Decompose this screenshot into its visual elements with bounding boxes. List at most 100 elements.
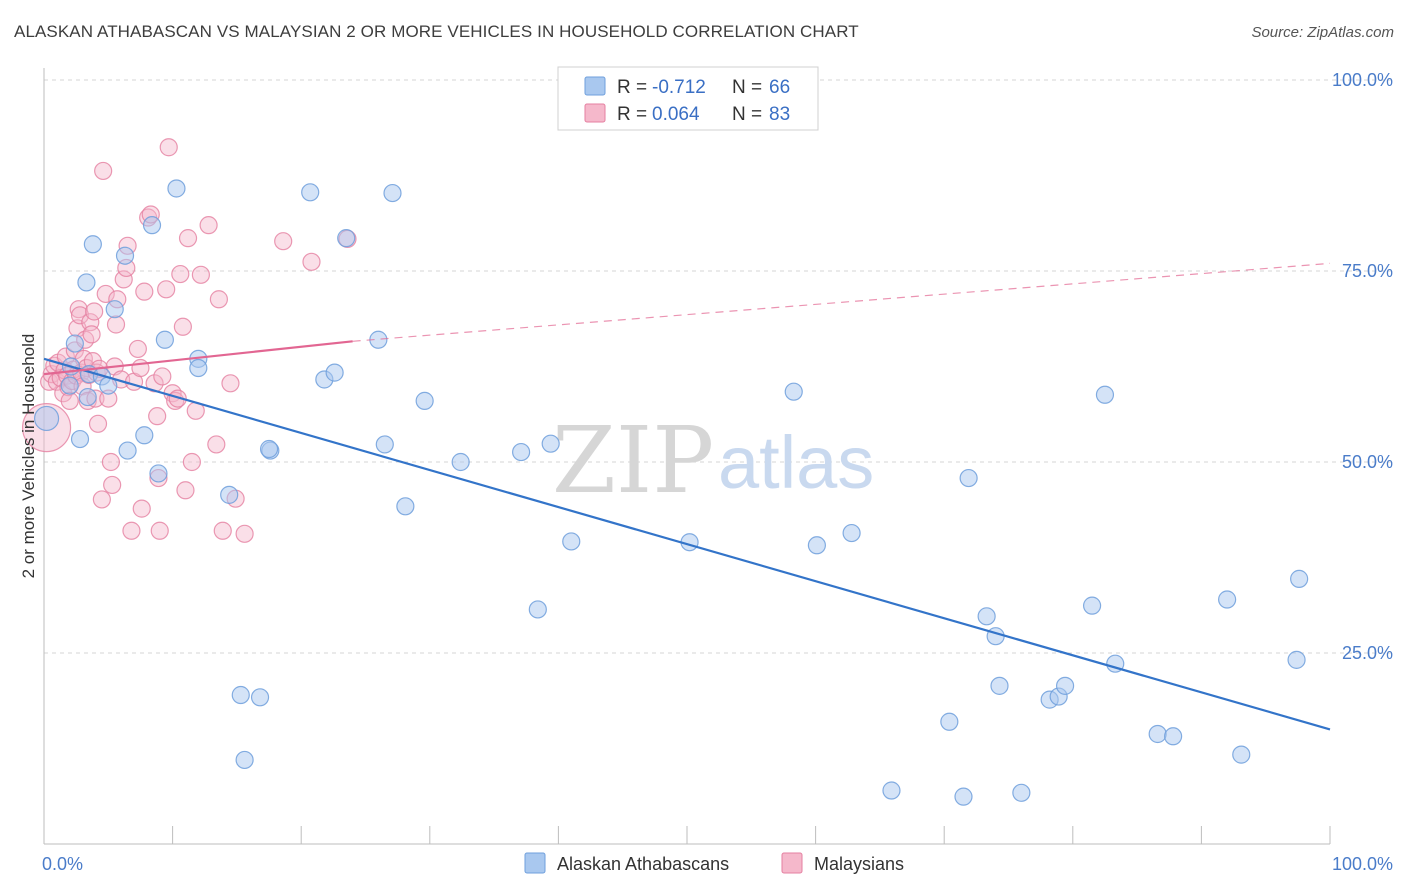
point-malaysians-40 — [103, 475, 122, 495]
point-alaskan-athabascans-42 — [784, 382, 803, 401]
legend-r-label-2: R = — [617, 104, 647, 125]
legend-n-label-1: N = — [732, 77, 762, 98]
axes — [43, 68, 1331, 845]
point-malaysians-67 — [173, 317, 192, 336]
point-malaysians-73 — [199, 216, 218, 235]
bottom-legend-swatch-pink — [781, 852, 803, 874]
point-alaskan-athabascans-6 — [83, 235, 102, 254]
point-alaskan-athabascans-57 — [1095, 385, 1115, 404]
x-tick-labels: 0.0% 100.0% — [42, 854, 1393, 874]
point-alaskan-athabascans-38 — [528, 600, 547, 619]
bottom-legend-label-blue: Alaskan Athabascans — [557, 854, 729, 874]
y-tick-labels: 25.0% 50.0% 75.0% 100.0% — [1332, 70, 1393, 663]
point-alaskan-athabascans-51 — [990, 676, 1009, 695]
point-alaskan-athabascans-29 — [325, 363, 344, 382]
point-alaskan-athabascans-7 — [78, 387, 97, 407]
point-malaysians-30 — [85, 302, 104, 321]
trend-line-malaysians — [43, 340, 353, 376]
point-alaskan-athabascans-21 — [220, 485, 239, 504]
trend-line-alaskan-athabascans — [43, 357, 1331, 731]
point-malaysians-19 — [70, 306, 90, 325]
legend-r-value-2: 0.064 — [652, 104, 700, 125]
point-alaskan-athabascans-43 — [807, 536, 826, 555]
y-tick-label-1: 50.0% — [1342, 452, 1393, 472]
point-malaysians-68 — [176, 481, 195, 500]
chart-title: ALASKAN ATHABASCAN VS MALAYSIAN 2 OR MOR… — [14, 22, 859, 41]
point-malaysians-80 — [274, 232, 293, 251]
point-malaysians-39 — [101, 452, 120, 472]
legend-swatch-pink — [584, 103, 606, 123]
legend-n-label-2: N = — [732, 104, 762, 125]
point-alaskan-athabascans-33 — [383, 183, 402, 203]
point-malaysians-72 — [191, 265, 210, 284]
watermark-atlas: atlas — [718, 421, 874, 504]
bottom-legend-label-pink: Malaysians — [814, 854, 904, 874]
point-alaskan-athabascans-35 — [415, 391, 434, 410]
point-alaskan-athabascans-60 — [1164, 727, 1183, 746]
point-alaskan-athabascans-22 — [231, 685, 250, 705]
point-alaskan-athabascans-55 — [1055, 676, 1075, 695]
point-malaysians-36 — [94, 161, 113, 181]
trend-line-malaysians-extension — [352, 262, 1331, 342]
point-alaskan-athabascans-3 — [65, 334, 84, 353]
point-alaskan-athabascans-56 — [1082, 596, 1102, 615]
x-tick-label-1: 100.0% — [1332, 854, 1393, 874]
point-alaskan-athabascans-0 — [33, 405, 60, 432]
y-axis-label: 2 or more Vehicles in Household — [19, 334, 38, 579]
point-alaskan-athabascans-16 — [149, 464, 168, 483]
grid-lines — [44, 79, 1392, 654]
x-tick-label-0: 0.0% — [42, 854, 83, 874]
point-alaskan-athabascans-32 — [375, 435, 394, 454]
point-alaskan-athabascans-45 — [882, 781, 901, 800]
point-alaskan-athabascans-4 — [70, 429, 90, 449]
point-alaskan-athabascans-63 — [1287, 650, 1306, 669]
legend-swatch-blue — [584, 76, 606, 96]
point-alaskan-athabascans-44 — [842, 523, 861, 543]
legend-r-label-1: R = — [617, 77, 647, 98]
y-tick-label-2: 75.0% — [1342, 261, 1393, 281]
source-label: Source: ZipAtlas.com — [1251, 24, 1394, 41]
bottom-legend-swatch-blue — [524, 852, 546, 874]
point-malaysians-28 — [82, 325, 101, 344]
point-alaskan-athabascans-61 — [1218, 590, 1237, 609]
point-malaysians-45 — [114, 270, 133, 289]
point-malaysians-59 — [150, 521, 169, 540]
point-malaysians-51 — [131, 358, 150, 378]
point-alaskan-athabascans-37 — [512, 442, 531, 462]
point-alaskan-athabascans-47 — [954, 787, 973, 806]
point-alaskan-athabascans-27 — [301, 183, 320, 202]
point-alaskan-athabascans-52 — [1012, 783, 1031, 802]
point-alaskan-athabascans-18 — [167, 179, 186, 198]
point-alaskan-athabascans-15 — [142, 216, 162, 235]
point-alaskan-athabascans-30 — [337, 229, 356, 248]
point-malaysians-37 — [96, 284, 115, 304]
point-malaysians-52 — [132, 499, 151, 518]
point-alaskan-athabascans-40 — [562, 532, 581, 551]
point-alaskan-athabascans-23 — [250, 688, 270, 707]
point-alaskan-athabascans-49 — [977, 607, 996, 626]
point-alaskan-athabascans-26 — [259, 439, 279, 459]
point-malaysians-35 — [92, 490, 111, 509]
watermark-zip: ZIP — [552, 407, 714, 514]
series-alaskan-athabascans — [33, 179, 1309, 806]
point-malaysians-62 — [159, 138, 178, 157]
point-malaysians-61 — [157, 280, 176, 299]
watermark: ZIP atlas — [552, 407, 874, 514]
trend-lines — [43, 262, 1331, 731]
point-alaskan-athabascans-36 — [451, 452, 470, 472]
point-alaskan-athabascans-64 — [1290, 569, 1309, 588]
point-malaysians-69 — [178, 229, 198, 248]
point-malaysians-79 — [235, 524, 254, 543]
legend-n-value-2: 83 — [769, 104, 790, 125]
point-malaysians-57 — [148, 407, 167, 426]
point-alaskan-athabascans-46 — [940, 712, 959, 731]
point-malaysians-33 — [88, 414, 108, 433]
point-alaskan-athabascans-62 — [1232, 745, 1251, 764]
point-malaysians-42 — [106, 315, 126, 334]
legend: R = -0.712 N = 66 R = 0.064 N = 83 — [557, 66, 819, 131]
point-alaskan-athabascans-24 — [235, 750, 254, 770]
legend-r-value-1: -0.712 — [652, 77, 706, 98]
point-malaysians-70 — [182, 452, 201, 472]
point-malaysians-75 — [209, 290, 228, 309]
point-malaysians-81 — [302, 252, 321, 271]
